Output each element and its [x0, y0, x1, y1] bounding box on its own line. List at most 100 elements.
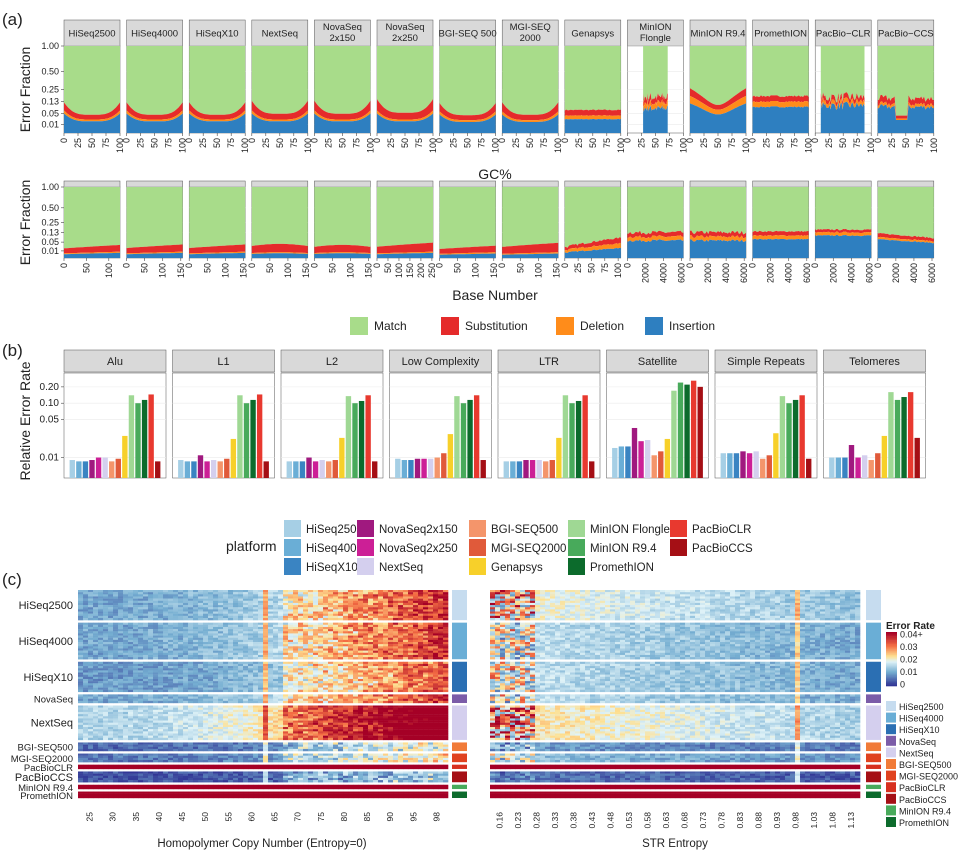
heatmap-cell [423, 672, 429, 675]
heatmap-cell [278, 705, 284, 708]
heatmap-cell [423, 687, 429, 690]
heatmap-cell [168, 609, 174, 612]
x-tick-label: 100 [365, 138, 375, 153]
heatmap-cell [373, 681, 379, 684]
heatmap-cell [428, 685, 434, 688]
heatmap-cell [98, 637, 104, 641]
heatmap-cell [418, 648, 424, 651]
heatmap-cell [338, 648, 344, 651]
heatmap-cell [323, 622, 329, 625]
heatmap-cell [318, 711, 324, 715]
heatmap-cell [98, 687, 104, 690]
heatmap-cell [113, 602, 119, 606]
heatmap-cell [213, 642, 219, 645]
heatmap-cell [243, 700, 249, 704]
heatmap-cell [263, 678, 269, 682]
x-tick-label: 50 [150, 138, 160, 148]
area-match [502, 187, 559, 247]
heatmap-cell [408, 663, 414, 667]
heatmap-cell [408, 689, 414, 693]
area-match [439, 46, 496, 116]
heatmap-cell [253, 657, 259, 660]
heatmap-cell [353, 596, 359, 599]
heatmap-cell [388, 648, 394, 651]
heatmap-cell [178, 631, 184, 634]
heatmap-cell [283, 711, 289, 715]
heatmap-cell [428, 694, 434, 697]
heatmap-cell [133, 668, 139, 671]
heatmap-cell [338, 654, 344, 658]
legend-label: MinION R9.4 [590, 543, 657, 555]
heatmap-cell [138, 639, 144, 643]
heatmap-cell [193, 676, 199, 680]
heatmap-cell [233, 696, 239, 699]
heatmap-cell [413, 652, 419, 656]
heatmap-cell [358, 639, 364, 643]
x-tick-label: 50 [140, 263, 150, 273]
heatmap-cell [338, 596, 344, 599]
heatmap-cell [218, 668, 224, 671]
heatmap-cell [243, 698, 249, 702]
heatmap-cell [238, 635, 244, 638]
heatmap-cell [408, 642, 414, 645]
heatmap-cell [323, 681, 329, 684]
heatmap-cell [328, 714, 334, 717]
heatmap-cell [298, 637, 304, 641]
heatmap-cell [303, 687, 309, 690]
heatmap-cell [223, 670, 229, 673]
heatmap-cell [263, 596, 269, 599]
heatmap-cell [253, 654, 259, 658]
heatmap-cell [253, 707, 259, 710]
heatmap-cell [218, 624, 224, 628]
x-tick-label: 50 [327, 263, 337, 273]
heatmap-cell [268, 611, 274, 614]
heatmap-cell [403, 716, 409, 719]
heatmap-cell [373, 615, 379, 619]
bar-promethion [901, 397, 907, 478]
heatmap-cell [398, 607, 404, 610]
heatmap-cell [83, 609, 89, 612]
heatmap-cell [188, 626, 194, 630]
heatmap-cell [248, 652, 254, 656]
heatmap-cell [98, 611, 104, 614]
legend-label: Substitution [465, 319, 528, 333]
heatmap-cell [233, 716, 239, 719]
area-match [690, 187, 746, 235]
heatmap-cell [218, 596, 224, 599]
heatmap-cell [378, 666, 384, 669]
facet-strip-label: L2 [326, 356, 338, 368]
heatmap-cell [223, 637, 229, 641]
heatmap-cell [418, 716, 424, 719]
heatmap-cell [438, 670, 444, 673]
heatmap-cell [138, 646, 144, 649]
heatmap-cell [93, 687, 99, 690]
heatmap-cell [98, 716, 104, 719]
heatmap-cell [93, 629, 99, 632]
heatmap-cell [133, 624, 139, 628]
y-tick-label: 0.05 [40, 415, 60, 426]
heatmap-cell [348, 639, 354, 643]
heatmap-cell [113, 666, 119, 669]
heatmap-cell [133, 631, 139, 634]
heatmap-cell [443, 639, 449, 643]
heatmap-cell [118, 594, 124, 597]
heatmap-cell [143, 602, 149, 606]
heatmap-cell [233, 711, 239, 715]
area-substitution [502, 102, 559, 121]
heatmap-cell [378, 687, 384, 690]
heatmap-cell [178, 624, 184, 628]
heatmap-cell [383, 626, 389, 630]
heatmap-cell [333, 598, 339, 601]
heatmap-cell [233, 594, 239, 597]
heatmap-cell [308, 687, 314, 690]
heatmap-cell [83, 672, 89, 675]
legend-swatch [350, 317, 368, 335]
heatmap-cell [383, 654, 389, 658]
heatmap-cell [243, 678, 249, 682]
heatmap-cell [328, 663, 334, 667]
heatmap-cell [443, 683, 449, 686]
heatmap-cell [393, 700, 399, 704]
heatmap-cell [188, 637, 194, 641]
heatmap-cell [108, 596, 114, 599]
